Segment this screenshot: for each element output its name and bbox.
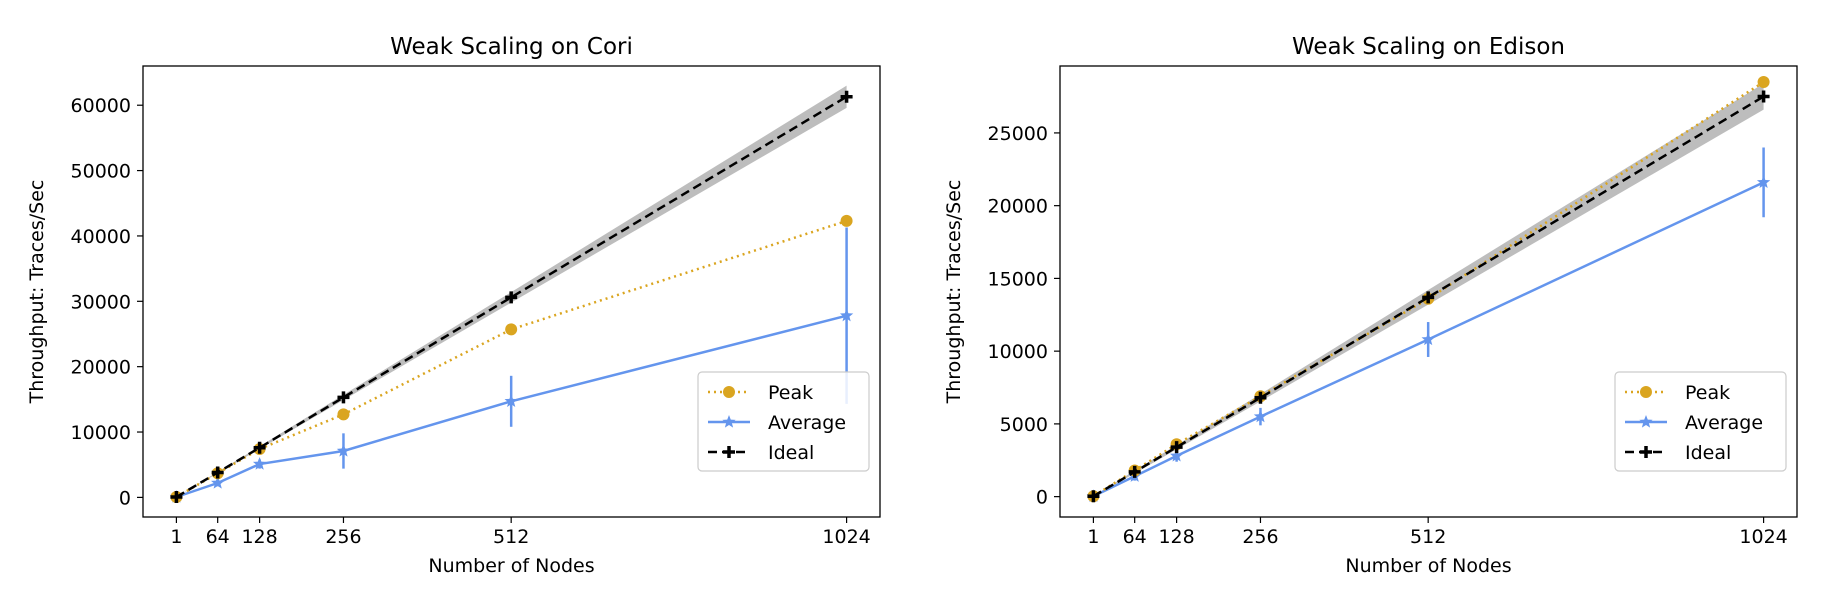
ideal-line bbox=[175, 95, 848, 499]
x-tick-label: 128 bbox=[1158, 526, 1194, 548]
y-axis-label: Throughput: Traces/Sec bbox=[943, 180, 965, 405]
legend-peak-label: Peak bbox=[1685, 382, 1730, 404]
chart-title: Weak Scaling on Cori bbox=[390, 34, 633, 60]
ideal-point bbox=[1087, 490, 1100, 503]
legend-average-marker bbox=[722, 415, 736, 428]
ideal-point bbox=[1128, 465, 1141, 478]
peak-point bbox=[337, 408, 350, 421]
legend-ideal-marker bbox=[723, 446, 735, 458]
average-point bbox=[839, 308, 854, 322]
peak-point bbox=[505, 323, 518, 336]
ideal-point bbox=[1422, 291, 1435, 304]
average-point bbox=[336, 443, 351, 457]
average-point bbox=[1253, 409, 1268, 423]
chart-edison: 1 64 128 256 512 1024 0 5000 10000 15000 20000 2500… bbox=[943, 34, 1798, 577]
x-tick-label: 256 bbox=[325, 526, 361, 548]
y-tick-label: 5000 bbox=[1000, 414, 1048, 436]
ideal-point bbox=[337, 391, 350, 404]
y-tick-label: 20000 bbox=[71, 357, 131, 379]
average-point bbox=[1756, 175, 1771, 189]
legend-ideal-marker bbox=[1640, 446, 1652, 458]
y-tick-label: 25000 bbox=[988, 123, 1048, 145]
x-axis-label: Number of Nodes bbox=[1345, 555, 1511, 577]
y-tick-label: 10000 bbox=[988, 341, 1048, 363]
y-axis-label: Throughput: Traces/Sec bbox=[26, 180, 48, 405]
average-point bbox=[1421, 332, 1435, 346]
y-tick-label: 10000 bbox=[71, 422, 131, 444]
average-point bbox=[252, 457, 267, 470]
legend-average-marker bbox=[1639, 415, 1653, 428]
x-tick-label: 1 bbox=[1087, 526, 1099, 548]
legend-box bbox=[1614, 371, 1787, 472]
average-point bbox=[504, 394, 518, 407]
x-axis-label: Number of Nodes bbox=[428, 555, 594, 577]
ideal-point bbox=[170, 490, 183, 503]
x-tick-label: 256 bbox=[1242, 526, 1278, 548]
legend-ideal-label: Ideal bbox=[768, 442, 814, 464]
average-point bbox=[211, 476, 225, 489]
y-tick-label: 0 bbox=[119, 487, 131, 509]
peak-point bbox=[840, 214, 853, 227]
legend-box bbox=[697, 371, 870, 472]
average-line bbox=[176, 314, 847, 499]
ideal-point bbox=[1757, 90, 1770, 103]
x-tick-label: 64 bbox=[206, 526, 230, 548]
ideal-point bbox=[1254, 391, 1267, 404]
legend-average-label: Average bbox=[1685, 412, 1763, 434]
average-point bbox=[1169, 448, 1184, 462]
ideal-point bbox=[840, 90, 853, 103]
y-tick-label: 20000 bbox=[988, 196, 1048, 218]
legend-peak-label: Peak bbox=[768, 382, 813, 404]
ideal-point bbox=[505, 291, 518, 304]
y-tick-label: 30000 bbox=[71, 291, 131, 313]
ideal-point bbox=[1170, 441, 1183, 454]
legend-peak-marker bbox=[723, 386, 735, 398]
x-tick-label: 128 bbox=[241, 526, 277, 548]
ideal-line bbox=[1092, 95, 1765, 498]
y-tick-label: 0 bbox=[1036, 487, 1048, 509]
ideal-point bbox=[211, 466, 224, 479]
y-tick-label: 40000 bbox=[71, 226, 131, 248]
average-line bbox=[1092, 181, 1765, 498]
x-tick-label: 1 bbox=[170, 526, 182, 548]
x-tick-label: 1024 bbox=[1739, 526, 1787, 548]
peak-point bbox=[1757, 76, 1770, 89]
legend-ideal-label: Ideal bbox=[1685, 442, 1731, 464]
x-tick-label: 512 bbox=[493, 526, 529, 548]
y-tick-label: 50000 bbox=[71, 161, 131, 183]
x-tick-label: 512 bbox=[1410, 526, 1446, 548]
y-tick-label: 60000 bbox=[71, 95, 131, 117]
ideal-point bbox=[253, 441, 266, 454]
x-tick-label: 64 bbox=[1123, 526, 1147, 548]
peak-line bbox=[175, 219, 847, 499]
legend-average-label: Average bbox=[768, 412, 846, 434]
legend: Peak Average Ideal bbox=[697, 371, 870, 472]
y-tick-label: 15000 bbox=[988, 268, 1048, 290]
legend: Peak Average Ideal bbox=[1614, 371, 1787, 472]
chart-title: Weak Scaling on Edison bbox=[1292, 34, 1565, 60]
x-tick-label: 1024 bbox=[822, 526, 870, 548]
plot-area bbox=[1086, 76, 1771, 503]
legend-peak-marker bbox=[1640, 386, 1652, 398]
chart-cori: 1 64 128 256 512 1024 0 10000 20000 30000 40000 500… bbox=[26, 34, 881, 577]
